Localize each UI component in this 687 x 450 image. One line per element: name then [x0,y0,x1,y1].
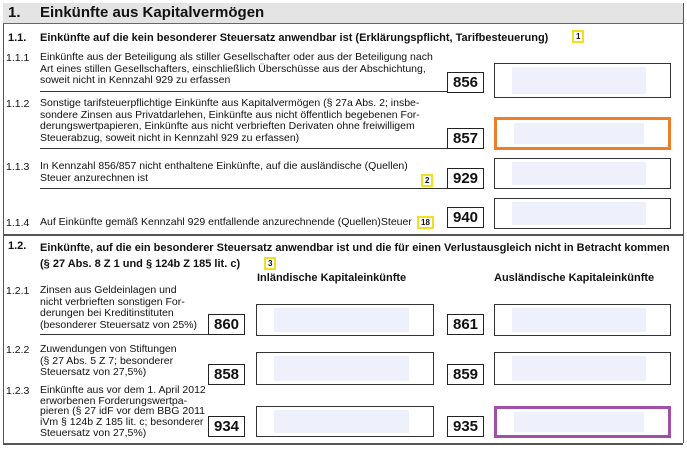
amount-input-859[interactable] [494,352,671,385]
bottom-divider [3,443,683,445]
line: Steuer anzurechnen ist [40,171,148,184]
kennzahl-code: 858 [208,364,245,385]
divider [40,188,448,189]
row-number: 1.2.3 [6,385,30,397]
section-number: 1. [8,4,21,21]
kennzahl-code: 857 [447,128,484,149]
kennzahl-code: 929 [447,168,484,189]
line: pieren (§ 27 idF vor dem BBG 2011 [40,405,205,418]
line: (besonderer Steuersatz von 25%) [40,318,198,331]
form-frame [3,3,684,443]
divider [40,334,208,335]
line: Steuerabzug, soweit nicht in Kennzahl 92… [40,131,300,144]
kennzahl-code: 859 [447,364,484,385]
kennzahl-code: 940 [447,207,484,228]
line: Steuersatz von 27,5%) [40,426,147,439]
subsection-title: Einkünfte, auf die ein besonderer Steuer… [40,240,670,272]
line: derungswertpapieren, Einkünfte aus nicht… [40,120,415,132]
amount-input-935[interactable] [494,406,671,438]
column-header-domestic: Inländische Kapitaleinkünfte [257,272,407,284]
row-number: 1.1.4 [6,217,30,229]
line: Einkünfte aus der Beteiligung als stille… [40,51,433,63]
line: In Kennzahl 856/857 nicht enthaltene Ein… [40,160,408,172]
amount-input-860[interactable] [256,304,434,336]
line: Zinsen aus Geldeinlagen und [40,284,177,296]
row-description: Einkünfte aus vor dem 1. April 2012 erwor… [40,385,210,439]
divider [40,91,448,92]
help-badge[interactable]: 2 [421,174,434,187]
kennzahl-code: 935 [447,416,484,437]
line: Einkünfte aus vor dem 1. April 2012 [40,384,206,396]
section-header [3,3,683,24]
line: Sonstige tarifsteuerpflichtige Einkünfte… [40,97,420,109]
amount-input-858[interactable] [256,352,434,385]
subsection-number: 1.1. [8,32,27,44]
column-header-foreign: Ausländische Kapitaleinkünfte [494,272,655,284]
divider [40,148,448,149]
line: soweit nicht in Kennzahl 929 zu erfassen [40,74,231,86]
amount-input-929[interactable] [494,158,671,189]
row-description: In Kennzahl 856/857 nicht enthaltene Ein… [40,160,445,184]
kennzahl-code: 934 [208,416,245,437]
row-description: Zinsen aus Geldeinlagen und nicht verbrie… [40,284,200,331]
line: derungen bei Kreditinstituten [40,307,174,319]
line: erworbenen Forderungswertpa- [40,394,188,407]
amount-input-857[interactable] [494,117,671,150]
line: sondere Zinsen aus Privatdarlehen, Einkü… [40,108,420,121]
row-number: 1.1.1 [6,52,30,64]
line: nicht verbrieften sonstigen For- [40,295,185,308]
line: (§ 27 Abs. 8 Z 1 und § 124b Z 185 lit. c… [40,258,241,270]
line: Auf Einkünfte gemäß Kennzahl 929 entfall… [40,216,412,228]
line: Steuersatz von 27,5%) [40,366,147,378]
kennzahl-code: 861 [447,314,484,335]
row-number: 1.2.2 [6,344,30,356]
amount-input-861[interactable] [494,304,671,336]
kennzahl-code: 860 [208,314,245,335]
line: iVm § 124b Z 185 lit. c; besonderer [40,416,204,429]
kennzahl-code: 856 [447,72,484,93]
help-badge[interactable]: 18 [417,216,434,229]
line: Art eines stillen Gesellschafters, einsc… [40,62,426,75]
line: Einkünfte, auf die ein besonderer Steuer… [40,242,670,254]
subsection-title: Einkünfte auf die kein besonderer Steuer… [40,32,549,44]
row-number: 1.1.2 [6,98,30,110]
amount-input-940[interactable] [494,198,671,229]
help-badge[interactable]: 3 [264,257,277,270]
amount-input-934[interactable] [256,406,434,437]
section-divider [3,234,683,236]
section-title: Einkünfte aus Kapitalvermögen [40,4,265,21]
row-number: 1.2.1 [6,285,30,297]
line: Zuwendungen von Stiftungen [40,343,177,355]
row-description: Sonstige tarifsteuerpflichtige Einkünfte… [40,97,445,144]
subsection-number: 1.2. [8,240,27,252]
row-number: 1.1.3 [6,161,30,173]
row-description: Einkünfte aus der Beteiligung als stille… [40,51,445,87]
amount-input-856[interactable] [494,63,671,98]
help-badge[interactable]: 1 [572,30,585,43]
row-description: Auf Einkünfte gemäß Kennzahl 929 entfall… [40,216,420,229]
row-description: Zuwendungen von Stiftungen (§ 27 Abs. 5 Z… [40,343,200,379]
line: (§ 27 Abs. 5 Z 7; besonderer [40,354,174,367]
